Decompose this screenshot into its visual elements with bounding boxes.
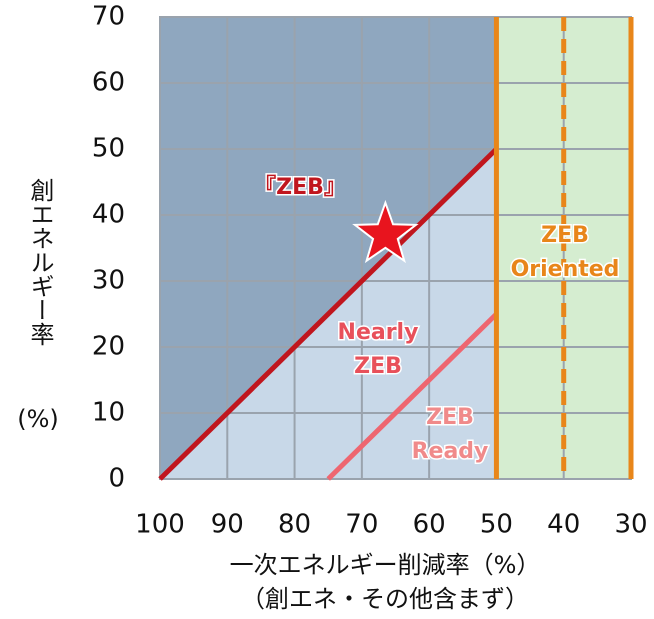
y-tick-label: 60 (92, 68, 125, 98)
x-axis-label: 一次エネルギー削減率（%） (230, 551, 541, 579)
x-tick-label: 100 (135, 510, 185, 540)
annotation: ZEB (541, 223, 589, 248)
star-marker (352, 199, 419, 264)
region-dark (160, 17, 497, 479)
x-tick-label: 70 (345, 510, 378, 540)
annotation: Ready (412, 439, 489, 464)
annotation: ZEB (426, 405, 474, 430)
y-tick-label: 50 (92, 134, 125, 164)
annotation: Nearly (338, 320, 419, 345)
x-axis-sublabel: （創エネ・その他含まず） (241, 585, 529, 613)
x-tick-label: 90 (211, 510, 244, 540)
y-tick-label: 20 (92, 332, 125, 362)
y-tick-label: 10 (92, 398, 125, 428)
boundary-line (158, 147, 499, 481)
annotation: 『ZEB』 (254, 174, 346, 200)
y-axis-unit: (%) (17, 405, 59, 433)
annotation: ZEB (354, 354, 402, 379)
y-tick-label: 0 (108, 464, 125, 494)
x-tick-label: 30 (614, 510, 647, 540)
y-tick-label: 70 (92, 2, 125, 32)
y-tick-label: 30 (92, 266, 125, 296)
x-tick-label: 50 (480, 510, 513, 540)
x-tick-label: 40 (547, 510, 580, 540)
x-tick-label: 60 (413, 510, 446, 540)
x-tick-label: 80 (278, 510, 311, 540)
annotation: Oriented (511, 257, 620, 282)
y-tick-label: 40 (92, 200, 125, 230)
boundary-line (326, 312, 499, 481)
y-axis-label: 創エネルギー率 (26, 178, 54, 346)
